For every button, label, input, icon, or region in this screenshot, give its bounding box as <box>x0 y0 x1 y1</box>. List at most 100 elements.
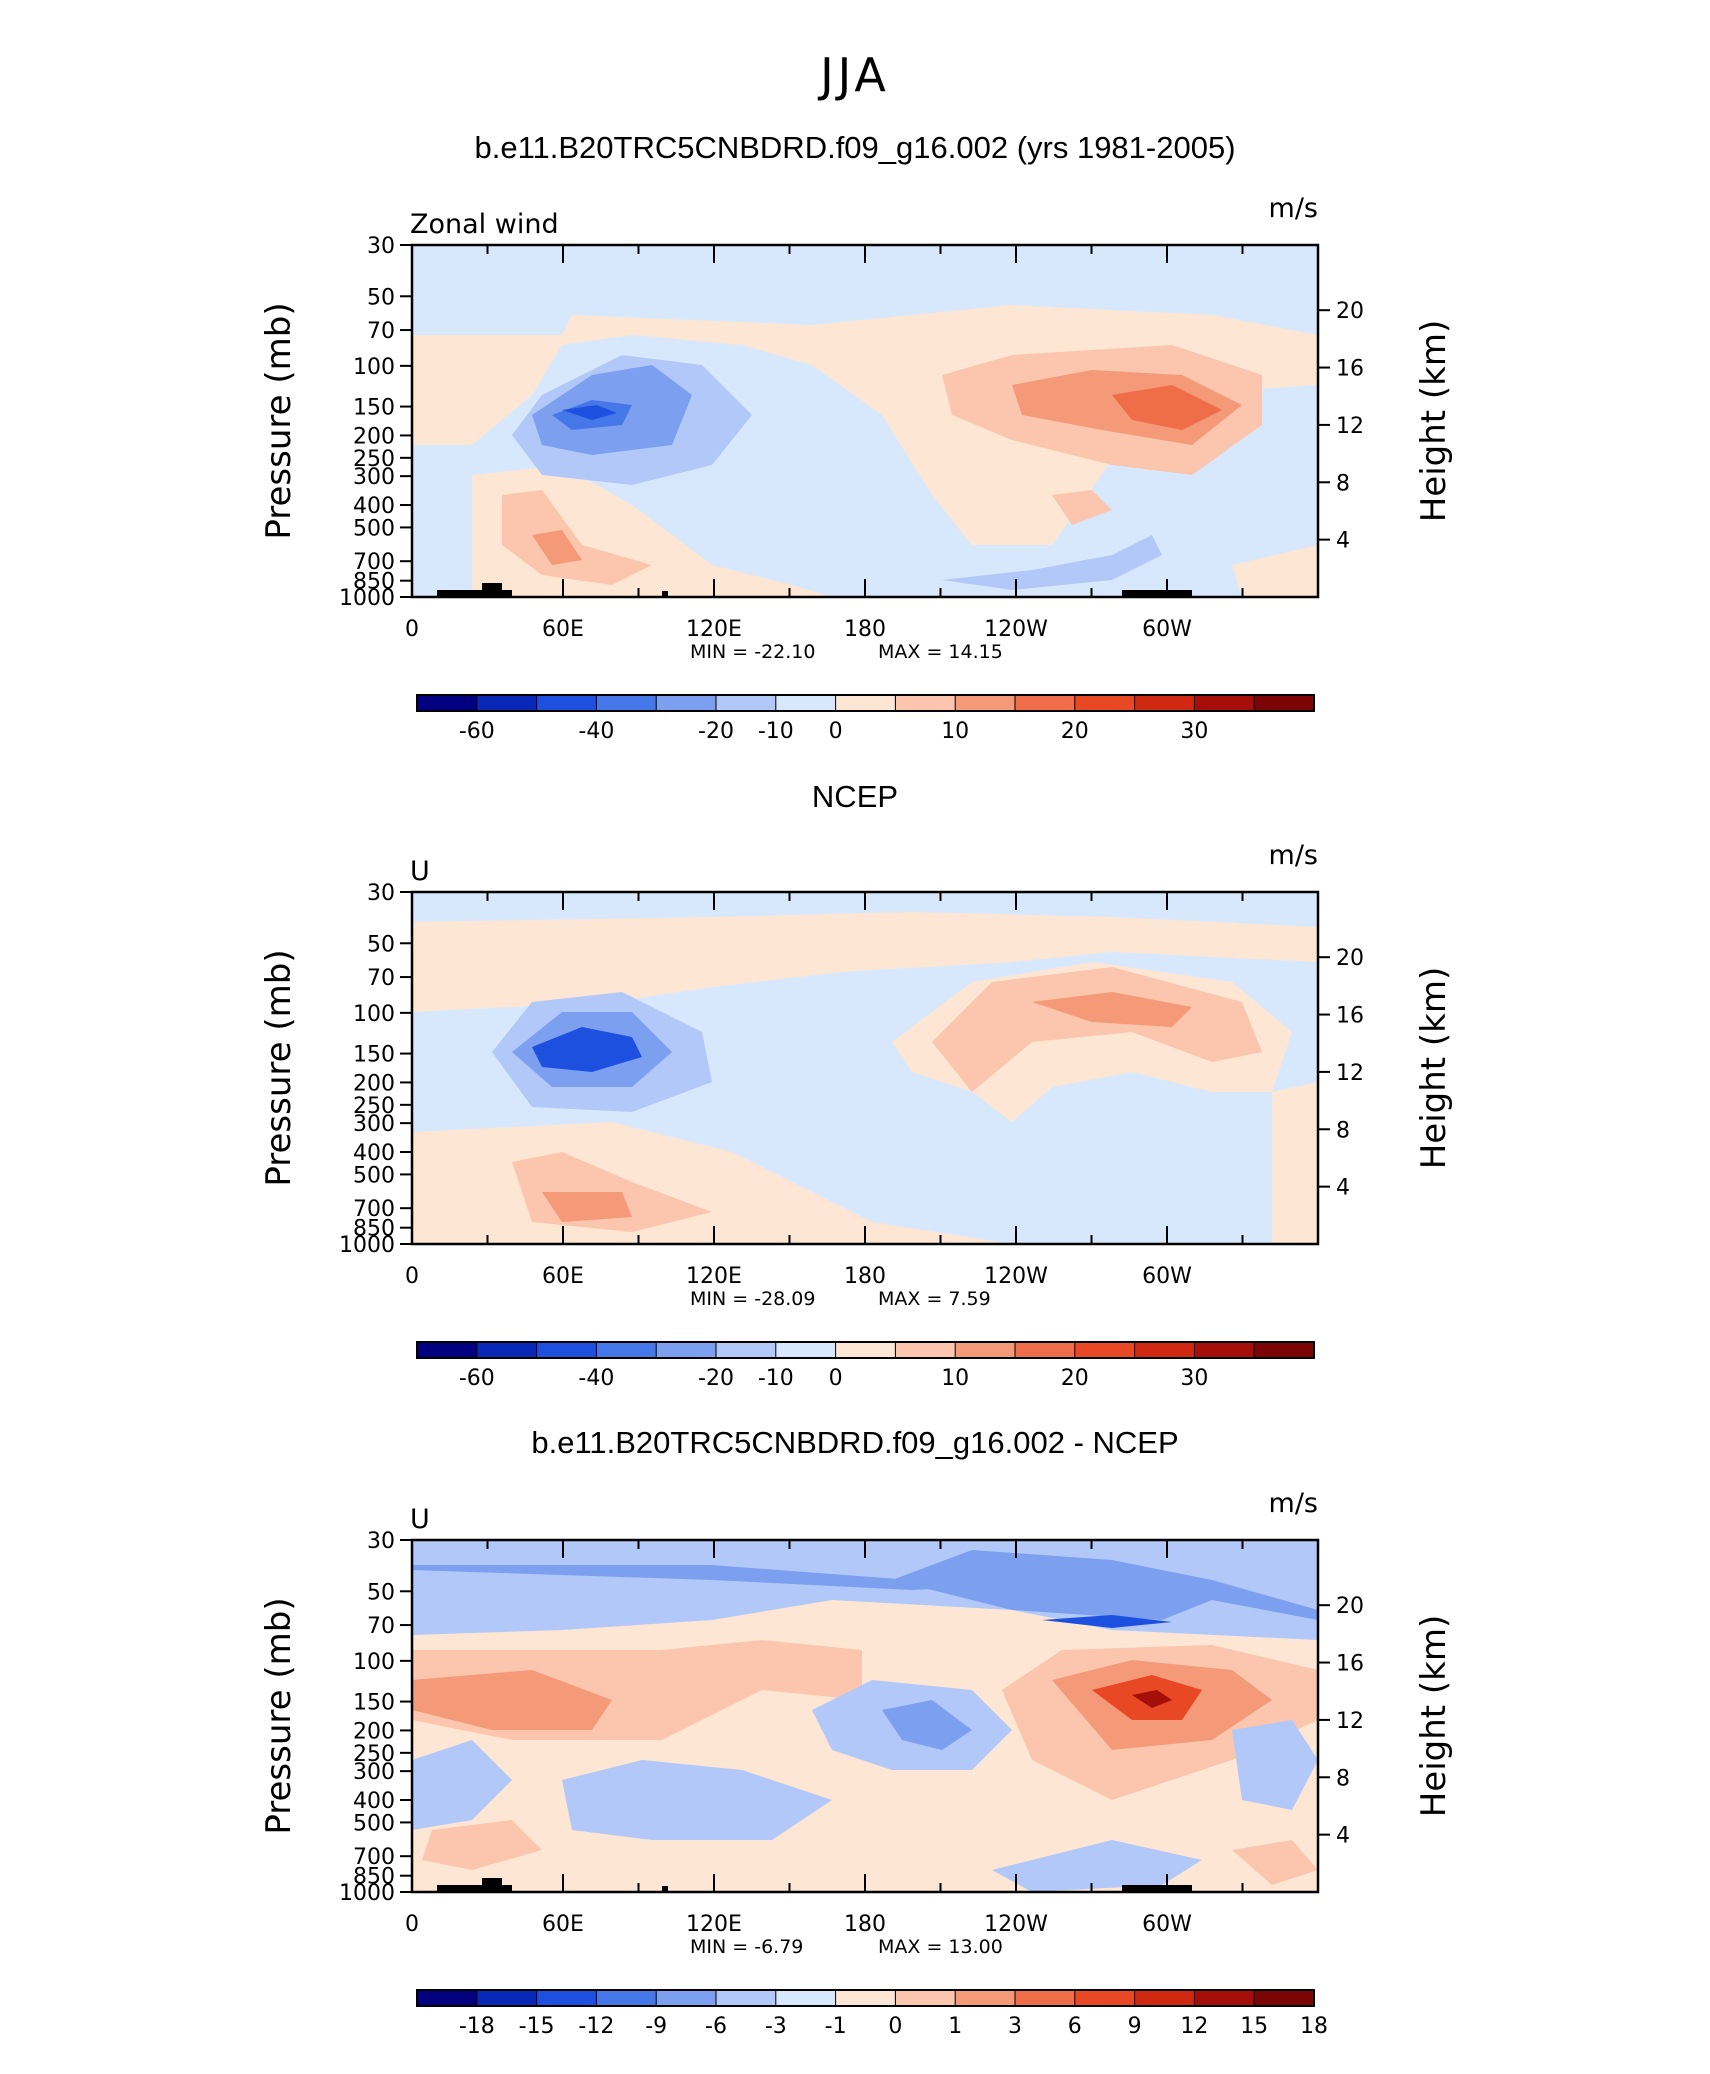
contour-pos-weak-west <box>412 1670 612 1730</box>
contour-neg-faint-surface <box>992 1840 1202 1892</box>
y2-tick-label: 12 <box>1336 1709 1364 1734</box>
contour-pos-faint-low <box>502 490 652 585</box>
y-tick-label: 250 <box>353 1742 395 1767</box>
topography-mask <box>482 1878 502 1892</box>
y-tick-label: 1000 <box>339 1881 395 1906</box>
y-tick-label: 850 <box>353 1865 395 1890</box>
colorbar-swatch <box>536 1989 598 2007</box>
colorbar-label: -12 <box>578 2014 614 2039</box>
colorbar-label: -15 <box>519 2014 555 2039</box>
y-tick-label: 50 <box>367 285 395 310</box>
y-tick-label: 250 <box>353 1094 395 1119</box>
colorbar-label: 18 <box>1300 2014 1328 2039</box>
x-tick-label: 60W <box>1142 1912 1192 1937</box>
colorbar-swatch <box>954 1989 1017 2007</box>
x-tick-label: 0 <box>405 1912 419 1937</box>
colorbar-label: -3 <box>765 2014 787 2039</box>
contour-field <box>412 892 1318 1244</box>
min-label: MIN = -6.79 <box>690 1936 803 1958</box>
y-tick-label: 700 <box>353 550 395 575</box>
colorbar-swatch <box>595 1989 658 2007</box>
y-tick-label: 70 <box>367 1614 395 1639</box>
colorbar-swatch <box>416 1989 478 2007</box>
colorbar-label: 0 <box>888 2014 902 2039</box>
colorbar-label: -9 <box>645 2014 667 2039</box>
y2-tick-label: 4 <box>1336 1176 1350 1201</box>
corner-label: Zonal wind <box>410 209 559 240</box>
colorbar-label: 3 <box>1008 2014 1022 2039</box>
y2-axis-title: Height (km) <box>1414 967 1454 1170</box>
x-tick-label: 0 <box>405 617 419 642</box>
contour-pos-faint-east <box>932 967 1262 1092</box>
contour-pos-weak-east <box>1032 992 1192 1027</box>
colorbar-label: -60 <box>459 1366 495 1391</box>
colorbar-label: 15 <box>1240 2014 1268 2039</box>
contour-pos-light-east <box>1232 545 1318 597</box>
panel-2-title: NCEP <box>811 779 899 814</box>
topography-mask <box>662 1886 668 1892</box>
y2-tick-label: 12 <box>1336 414 1364 439</box>
panel-2-chart: 0 60E 120E 180 120W 60W3050701001502002503004… <box>259 840 1454 1391</box>
y-tick-label: 200 <box>353 1071 395 1096</box>
y-tick-label: 400 <box>353 1141 395 1166</box>
colorbar-label: 20 <box>1061 719 1089 744</box>
colorbar-label: 12 <box>1180 2014 1208 2039</box>
y-tick-label: 150 <box>353 1043 395 1068</box>
x-tick-label: 60W <box>1142 1264 1192 1289</box>
colorbar-swatch <box>1074 1989 1136 2007</box>
y-tick-label: 100 <box>353 1650 395 1675</box>
contour-pos-light-edge <box>1272 1082 1318 1244</box>
y-tick-label: 400 <box>353 1789 395 1814</box>
colorbar-label: 0 <box>829 719 843 744</box>
y2-tick-label: 4 <box>1336 529 1350 554</box>
x-tick-label: 0 <box>405 1264 419 1289</box>
corner-label: U <box>410 856 430 887</box>
y-tick-label: 500 <box>353 1811 395 1836</box>
colorbar-swatch <box>1193 1989 1256 2007</box>
y-tick-label: 850 <box>353 1217 395 1242</box>
contour-pos-faint-surface <box>1232 1840 1318 1885</box>
x-tick-label: 120E <box>686 617 742 642</box>
units-label: m/s <box>1269 1488 1318 1519</box>
contour-pos-light-upper <box>412 912 1318 1012</box>
y-tick-label: 100 <box>353 1002 395 1027</box>
y2-tick-label: 16 <box>1336 357 1364 382</box>
y-tick-label: 700 <box>353 1197 395 1222</box>
main-title: JJA <box>820 48 890 102</box>
y-axis-title: Pressure (mb) <box>259 949 299 1186</box>
x-tick-label: 60W <box>1142 617 1192 642</box>
contour-neg-strong-patch <box>1042 1615 1172 1628</box>
y-tick-label: 400 <box>353 494 395 519</box>
contour-pos-faint-low <box>422 1820 542 1870</box>
y-tick-label: 500 <box>353 1163 395 1188</box>
colorbar-label: 10 <box>941 719 969 744</box>
max-label: MAX = 7.59 <box>878 1288 991 1310</box>
x-tick-label: 180 <box>844 1912 886 1937</box>
y-tick-label: 850 <box>353 570 395 595</box>
colorbar-label: 9 <box>1128 2014 1142 2039</box>
x-tick-label: 60E <box>542 617 584 642</box>
contour-field <box>412 1540 1318 1892</box>
x-tick-label: 120W <box>984 1264 1048 1289</box>
topography-mask <box>1122 590 1192 597</box>
contour-neg-faint-tail <box>942 535 1162 590</box>
units-label: m/s <box>1269 840 1318 871</box>
y-axis-title: Pressure (mb) <box>259 1597 299 1834</box>
colorbar-label: -10 <box>758 719 794 744</box>
colorbar-label: 30 <box>1180 1366 1208 1391</box>
y-tick-label: 250 <box>353 447 395 472</box>
contour-neg-strong-jet <box>532 1027 642 1072</box>
x-tick-label: 180 <box>844 617 886 642</box>
topography-mask <box>662 591 668 597</box>
contour-pos-mod-east <box>1112 385 1222 430</box>
y-tick-label: 500 <box>353 516 395 541</box>
x-tick-label: 60E <box>542 1912 584 1937</box>
y-tick-label: 70 <box>367 319 395 344</box>
y-axis-title: Pressure (mb) <box>259 302 299 539</box>
contour-pos-max-east <box>1132 1690 1172 1708</box>
colorbar-label: 30 <box>1180 719 1208 744</box>
y-tick-label: 30 <box>367 234 395 259</box>
colorbar-swatch <box>835 1989 897 2007</box>
min-label: MIN = -28.09 <box>690 1288 815 1310</box>
